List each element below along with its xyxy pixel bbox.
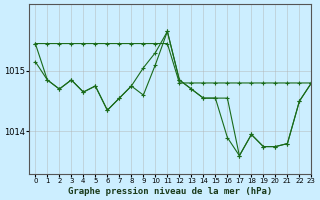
X-axis label: Graphe pression niveau de la mer (hPa): Graphe pression niveau de la mer (hPa) [68,187,273,196]
